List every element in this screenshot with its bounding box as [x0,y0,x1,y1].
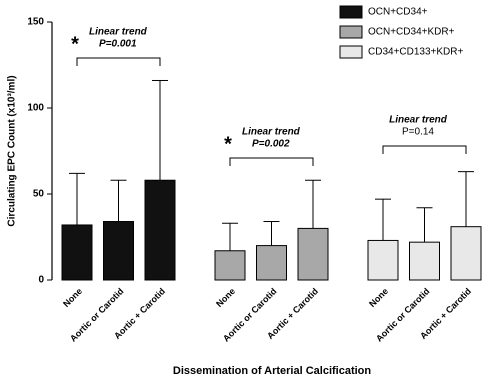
p-value: P=0.001 [99,39,137,50]
legend-swatch [339,5,363,19]
bar [61,224,93,281]
p-value: P=0.002 [252,139,290,150]
bar [367,239,399,281]
legend-label: CD34+CD133+KDR+ [368,47,463,58]
y-tick-label: 50 [33,189,45,200]
y-tick-label: 100 [27,103,44,114]
y-axis-title: Circulating EPC Count (x10³/ml) [7,75,18,226]
x-tick-label: None [61,286,84,309]
legend-label: OCN+CD34+KDR+ [368,27,455,38]
bar [256,245,287,281]
bracket [76,57,161,66]
bar [450,226,482,281]
y-tick-label: 150 [27,17,44,28]
bar [409,241,440,281]
legend-swatch [339,25,363,39]
x-tick-label: None [214,286,237,309]
legend-label: OCN+CD34+ [368,7,428,18]
significance-star: * [71,33,79,55]
x-axis-title: Dissemination of Arterial Calcification [173,365,372,377]
bar [214,250,246,281]
trend-label: Linear trend [389,115,448,126]
bracket [229,157,314,166]
bar [144,179,176,281]
y-tick-label: 0 [38,275,44,286]
p-value: P=0.14 [402,127,434,138]
bracket [382,145,467,154]
trend-label: Linear trend [242,127,301,138]
legend-swatch [339,45,363,59]
trend-label: Linear trend [89,27,148,38]
significance-star: * [224,133,232,155]
x-tick-label: None [367,286,390,309]
bar [103,221,134,281]
bar [297,227,329,281]
